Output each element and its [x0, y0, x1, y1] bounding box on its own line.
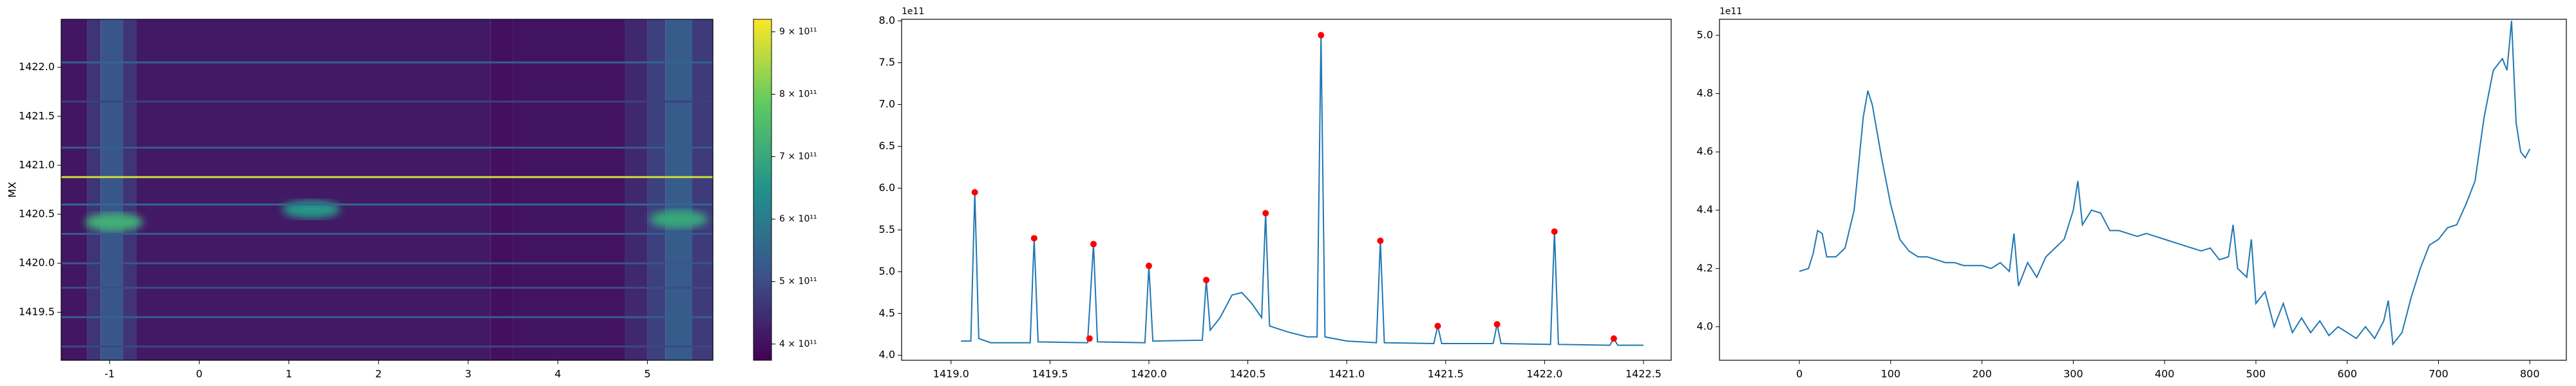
- x-tick-label: 100: [1881, 368, 1901, 380]
- y-tick-label: 5.0: [879, 265, 895, 277]
- y-tick-label: 1421.5: [19, 109, 55, 122]
- x-tick-label: 700: [2429, 368, 2448, 380]
- x-tick-label: 1419.5: [1032, 368, 1068, 380]
- heatmap-spot: [85, 213, 144, 232]
- x-tick-label: 1419.0: [933, 368, 969, 380]
- heatmap: [61, 19, 713, 360]
- y-tick-label: 1421.0: [19, 158, 55, 170]
- x-tick-label: 0: [1796, 368, 1803, 380]
- peak-marker: [1377, 237, 1384, 244]
- y-tick-label: 4.2: [1697, 262, 1713, 274]
- y-tick-label: 8.0: [879, 14, 895, 26]
- axes-frame: [1719, 19, 2567, 361]
- x-tick-label: 1422.5: [1625, 368, 1662, 380]
- y-tick-label: 4.4: [1697, 203, 1713, 216]
- x-tick-label: 500: [2246, 368, 2266, 380]
- y-tick-label: 4.5: [879, 307, 895, 319]
- colorbar-tick-label: 5 × 10¹¹: [779, 277, 817, 287]
- axes-frame: [901, 19, 1672, 361]
- y-tick-label: 4.8: [1697, 87, 1713, 99]
- peak-marker: [1493, 321, 1501, 328]
- colorbar: [753, 19, 772, 361]
- axis-offset-label: 1e11: [1719, 6, 1742, 17]
- peak-marker: [1262, 210, 1269, 217]
- y-tick-label: 1419.5: [19, 306, 55, 318]
- x-tick-label: 1421.0: [1329, 368, 1365, 380]
- y-tick-label: 1420.0: [19, 257, 55, 269]
- heatmap-column: [513, 19, 625, 360]
- heatmap-column: [123, 19, 137, 360]
- y-tick-label: 6.5: [879, 140, 895, 152]
- x-tick-label: 300: [2063, 368, 2083, 380]
- peak-marker: [1086, 335, 1093, 342]
- heatmap-spot: [650, 210, 708, 228]
- colorbar-tick-label: 7 × 10¹¹: [779, 152, 817, 162]
- heatmap-column: [87, 19, 101, 360]
- x-tick-label: 400: [2155, 368, 2175, 380]
- colorbar-tick-label: 8 × 10¹¹: [779, 89, 817, 99]
- peak-marker: [1203, 277, 1210, 284]
- x-tick-label: 3: [465, 368, 471, 380]
- x-tick-label: 1422.0: [1526, 368, 1562, 380]
- colorbar-tick-label: 6 × 10¹¹: [779, 214, 817, 225]
- y-axis-label: MX: [6, 182, 19, 198]
- peak-marker: [1318, 32, 1325, 39]
- heatmap-column: [61, 19, 88, 360]
- colorbar-tick-label: 4 × 10¹¹: [779, 339, 817, 349]
- peak-marker: [1030, 235, 1037, 242]
- x-tick-label: 2: [375, 368, 382, 380]
- peak-marker: [1434, 322, 1441, 329]
- data-line: [961, 35, 1643, 346]
- peak-marker: [971, 188, 978, 196]
- heatmap-column: [136, 19, 491, 360]
- x-tick-label: 600: [2337, 368, 2357, 380]
- x-tick-label: 1421.5: [1428, 368, 1464, 380]
- heatmap-column: [625, 19, 648, 360]
- colorbar-tick-label: 9 × 10¹¹: [779, 26, 817, 37]
- y-tick-label: 4.6: [1697, 145, 1713, 158]
- heatmap-column: [692, 19, 713, 360]
- peak-marker: [1551, 228, 1558, 235]
- peak-marker: [1090, 241, 1097, 248]
- heatmap-column: [665, 19, 692, 360]
- axis-offset-label: 1e11: [902, 6, 924, 17]
- x-tick-label: 200: [1972, 368, 1992, 380]
- y-tick-label: 6.0: [879, 181, 895, 194]
- x-tick-label: 800: [2520, 368, 2540, 380]
- x-tick-label: -1: [104, 368, 115, 380]
- y-tick-label: 1422.0: [19, 60, 55, 73]
- y-tick-label: 4.0: [879, 349, 895, 361]
- y-tick-label: 1420.5: [19, 208, 55, 220]
- peak-marker: [1145, 262, 1152, 270]
- y-tick-label: 5.0: [1697, 28, 1713, 41]
- x-tick-label: 1: [285, 368, 292, 380]
- data-line: [1799, 21, 2531, 346]
- x-tick-label: 4: [554, 368, 561, 380]
- x-tick-label: 1420.0: [1131, 368, 1167, 380]
- peak-marker: [1610, 335, 1617, 342]
- heatmap-spot: [282, 200, 341, 219]
- heatmap-column: [647, 19, 666, 360]
- y-tick-label: 5.5: [879, 223, 895, 235]
- axes-frame: [61, 19, 714, 361]
- y-tick-label: 7.0: [879, 98, 895, 110]
- y-tick-label: 4.0: [1697, 320, 1713, 332]
- y-tick-label: 7.5: [879, 56, 895, 68]
- x-tick-label: 0: [196, 368, 202, 380]
- x-tick-label: 5: [644, 368, 650, 380]
- heatmap-column: [100, 19, 124, 360]
- heatmap-column: [490, 19, 513, 360]
- x-tick-label: 1420.5: [1230, 368, 1266, 380]
